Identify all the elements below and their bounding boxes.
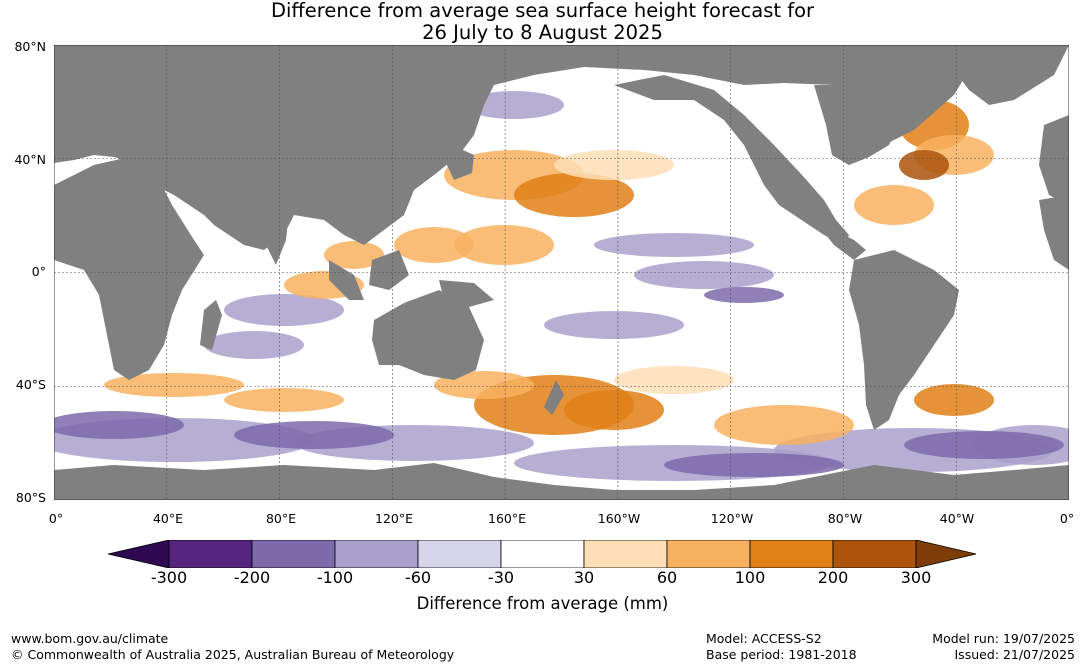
lon-label-160e: 160°E	[487, 511, 527, 526]
colorbar-tick-30: 30	[573, 568, 595, 587]
map-title-line1: Difference from average sea surface heig…	[270, 0, 815, 22]
sea-surface-height-map	[54, 45, 1069, 500]
land-masses	[54, 45, 1069, 500]
colorbar-cap-low	[108, 540, 170, 568]
lon-label-80e: 80°E	[265, 511, 297, 526]
anomaly-region	[234, 421, 394, 449]
anomaly-region	[614, 366, 734, 394]
landmass-south-america	[849, 250, 959, 430]
landmass-new-zealand	[544, 380, 564, 415]
anomaly-region	[454, 225, 554, 265]
lon-label-120e: 120°E	[374, 511, 414, 526]
lon-label-120w: 120°W	[710, 511, 754, 526]
lon-label-0-left: 0°	[48, 511, 64, 526]
footer-website: www.bom.gov.au/climate	[11, 631, 169, 646]
anomaly-region	[434, 371, 534, 399]
lat-label-80s: 80°S	[15, 490, 46, 505]
anomaly-region	[464, 91, 564, 119]
colorbar-cell	[583, 540, 668, 568]
lon-label-40w: 40°W	[939, 511, 975, 526]
anomaly-region	[544, 311, 684, 339]
anomaly-region	[714, 405, 854, 445]
anomaly-region	[914, 384, 994, 416]
landmass-madagascar	[200, 300, 222, 350]
landmass-africa	[54, 157, 204, 380]
colorbar-cell	[500, 540, 585, 568]
landmass-eurasia	[54, 45, 984, 250]
landmass-borneo	[369, 250, 409, 290]
landmass-sumatra	[329, 260, 364, 300]
anomaly-region	[324, 241, 384, 269]
landmass-greenland	[944, 45, 1069, 105]
lon-label-160w: 160°W	[597, 511, 641, 526]
colorbar-cell	[251, 540, 336, 568]
lat-label-40s: 40°S	[15, 377, 46, 392]
colorbar-tick-neg300: -300	[150, 568, 188, 587]
lon-label-40e: 40°E	[152, 511, 184, 526]
colorbar-tick-neg200: -200	[233, 568, 271, 587]
lat-label-80n: 80°N	[14, 39, 46, 54]
colorbar-label: Difference from average (mm)	[416, 594, 669, 613]
anomaly-region	[204, 331, 304, 359]
anomaly-region	[704, 287, 784, 303]
colorbar-cell	[666, 540, 751, 568]
landmass-north-america-east	[814, 85, 904, 165]
anomaly-region	[634, 261, 774, 289]
colorbar-cell	[749, 540, 834, 568]
footer-copyright: © Commonwealth of Australia 2025, Austra…	[11, 647, 455, 662]
lon-label-0-right: 0°	[1059, 511, 1075, 526]
anomaly-region	[554, 150, 674, 180]
anomaly-region	[104, 373, 244, 397]
lat-label-40n: 40°N	[14, 152, 46, 167]
footer-model: Model: ACCESS-S2	[706, 631, 822, 646]
colorbar-cell	[417, 540, 502, 568]
colorbar-tick-neg30: -30	[487, 568, 515, 587]
footer-model-run: Model run: 19/07/2025	[932, 631, 1075, 646]
map-title-line2: 26 July to 8 August 2025	[422, 21, 663, 44]
anomaly-region	[904, 431, 1064, 459]
colorbar-tick-300: 300	[900, 568, 932, 587]
colorbar-cell	[334, 540, 419, 568]
anomaly-region	[854, 185, 934, 225]
anomaly-region	[224, 388, 344, 412]
landmass-africa-west	[1039, 195, 1069, 270]
landmass-japan	[446, 145, 474, 180]
lat-label-equator: 0°	[31, 264, 46, 279]
landmass-north-america	[614, 75, 849, 245]
landmass-europe-west	[1039, 115, 1069, 205]
landmass-australia	[372, 290, 484, 380]
colorbar-tick-60: 60	[656, 568, 678, 587]
colorbar-cell	[832, 540, 917, 568]
anomaly-region	[664, 453, 844, 477]
colorbar	[108, 540, 977, 568]
map-graticule	[54, 45, 1069, 500]
landmass-antarctica	[54, 463, 1069, 500]
anomaly-region	[54, 411, 184, 439]
lon-label-80w: 80°W	[827, 511, 863, 526]
colorbar-tick-neg100: -100	[316, 568, 354, 587]
anomaly-region	[394, 227, 474, 263]
colorbar-cap-high	[915, 540, 977, 568]
anomaly-region	[899, 150, 949, 180]
anomaly-region	[594, 233, 754, 257]
anomaly-region	[224, 294, 344, 326]
anomaly-region	[564, 390, 664, 430]
anomaly-region	[514, 173, 634, 217]
landmass-central-america	[814, 220, 866, 260]
footer-base-period: Base period: 1981-2018	[706, 647, 857, 662]
footer-issued: Issued: 21/07/2025	[954, 647, 1076, 662]
colorbar-tick-neg60: -60	[404, 568, 432, 587]
colorbar-tick-100: 100	[734, 568, 766, 587]
colorbar-tick-200: 200	[817, 568, 849, 587]
landmass-india	[259, 210, 289, 265]
colorbar-cell	[168, 540, 253, 568]
